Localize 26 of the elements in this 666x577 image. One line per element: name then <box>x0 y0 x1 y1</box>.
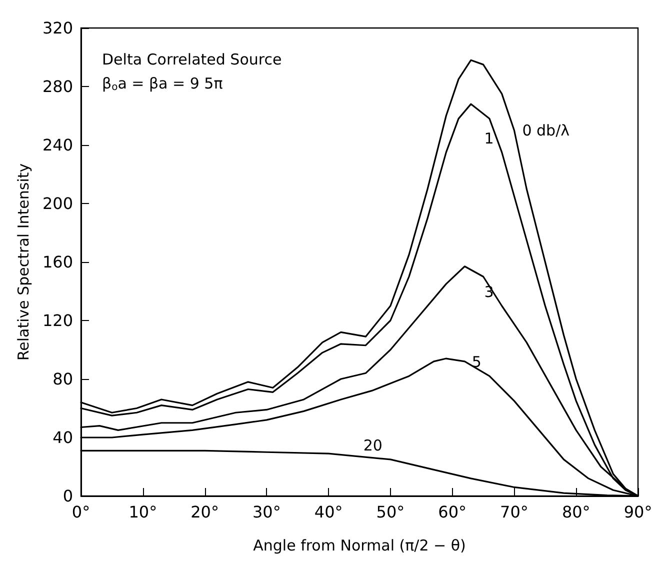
x-axis-title: Angle from Normal (π/2 − θ) <box>253 536 466 554</box>
y-tick-label: 200 <box>42 194 73 213</box>
y-tick-label: 40 <box>52 428 73 447</box>
y-tick-label: 80 <box>52 370 73 388</box>
y-tick-label: 240 <box>42 136 73 154</box>
y-tick-label: 320 <box>42 18 73 38</box>
x-tick-label: 30° <box>252 502 281 522</box>
series-label: 5 <box>472 353 482 372</box>
y-tick-label: 120 <box>42 311 73 330</box>
y-tick-label: 160 <box>42 252 73 272</box>
x-tick-label: 10° <box>128 502 158 522</box>
x-tick-label: 0° <box>72 502 90 522</box>
x-tick-label: 80° <box>562 502 590 522</box>
y-tick-label: 0 <box>62 486 73 506</box>
y-tick-label: 280 <box>42 77 73 96</box>
x-tick-label: 90° <box>624 502 652 522</box>
series-label: 20 <box>363 436 382 454</box>
series-label: 0 db/λ <box>522 121 570 140</box>
x-tick-label: 60° <box>438 502 467 522</box>
x-tick-label: 20° <box>190 502 219 522</box>
x-tick-label: 50° <box>376 502 405 522</box>
annotation: Delta Correlated Source <box>102 50 282 68</box>
series-label: 1 <box>484 129 494 148</box>
x-tick-label: 70° <box>500 502 528 522</box>
x-tick-label: 40° <box>314 502 343 522</box>
y-axis-title: Relative Spectral Intensity <box>14 163 32 361</box>
